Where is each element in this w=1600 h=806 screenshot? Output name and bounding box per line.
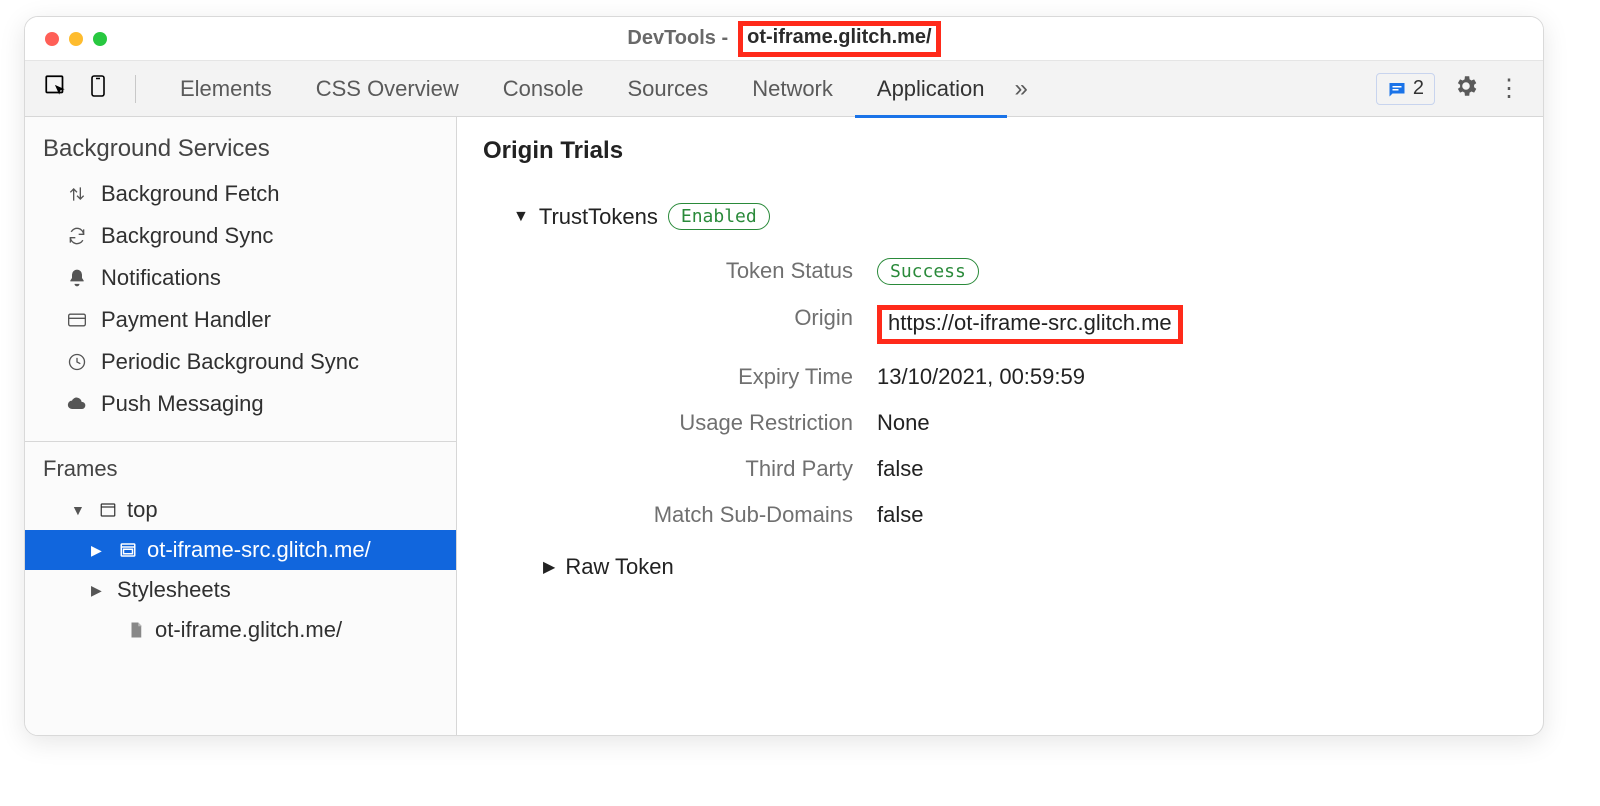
tab-label: CSS Overview [316,76,459,102]
tab-console[interactable]: Console [481,63,606,118]
expiry-value: 13/10/2021, 00:59:59 [877,364,1517,390]
tab-network[interactable]: Network [730,63,855,118]
trial-name: TrustTokens [539,204,658,230]
inspect-element-icon[interactable] [43,73,69,104]
frame-label: top [127,497,158,523]
origin-label: Origin [543,305,853,344]
third-party-value: false [877,456,1517,482]
raw-token-label: Raw Token [565,554,673,580]
tab-label: Console [503,76,584,102]
tab-label: Elements [180,76,272,102]
panel-heading: Origin Trials [483,137,1517,165]
sync-icon [65,226,89,246]
origin-value-highlight: https://ot-iframe-src.glitch.me [877,305,1183,344]
frame-stylesheet-item[interactable]: ot-iframe.glitch.me/ [25,610,456,650]
sidebar-section-frames: Frames [25,442,456,490]
toolbar-divider [135,75,136,103]
trial-details: Token Status Success Origin https://ot-i… [543,258,1517,528]
window-frame-icon [97,501,119,519]
tab-label: Network [752,76,833,102]
main-toolbar: Elements CSS Overview Console Sources Ne… [25,61,1543,117]
token-status-pill: Success [877,258,979,285]
main-panel: Background Services Background Fetch Bac… [25,117,1543,735]
sidebar-item-push-messaging[interactable]: Push Messaging [25,383,456,425]
titlebar: DevTools - ot-iframe.glitch.me/ [25,17,1543,61]
title-url-highlight: ot-iframe.glitch.me/ [738,21,940,57]
bell-icon [65,268,89,288]
usage-restriction-value: None [877,410,1517,436]
devtools-window: DevTools - ot-iframe.glitch.me/ Elements [24,16,1544,736]
sidebar-item-periodic-sync[interactable]: Periodic Background Sync [25,341,456,383]
frame-iframe-selected[interactable]: ▶ ot-iframe-src.glitch.me/ [25,530,456,570]
sidebar-item-payment-handler[interactable]: Payment Handler [25,299,456,341]
sidebar-item-background-fetch[interactable]: Background Fetch [25,173,456,215]
frame-stylesheets[interactable]: ▶ Stylesheets [25,570,456,610]
usage-restriction-label: Usage Restriction [543,410,853,436]
tab-css-overview[interactable]: CSS Overview [294,63,481,118]
trial-entry[interactable]: ▼ TrustTokens Enabled [513,203,1517,230]
tabs-overflow-button[interactable]: » [1007,75,1036,103]
sidebar-item-label: Background Fetch [101,181,280,207]
sidebar-item-background-sync[interactable]: Background Sync [25,215,456,257]
cloud-icon [65,394,89,414]
disclosure-triangle-icon: ▼ [513,208,529,226]
issues-badge[interactable]: 2 [1376,73,1435,105]
content-panel: Origin Trials ▼ TrustTokens Enabled Toke… [457,117,1543,735]
tab-application[interactable]: Application [855,63,1007,118]
tab-sources[interactable]: Sources [605,63,730,118]
frame-top[interactable]: ▼ top [25,490,456,530]
window-title: DevTools - ot-iframe.glitch.me/ [627,21,940,57]
iframe-icon [117,541,139,559]
frame-label: Stylesheets [117,577,231,603]
frame-label: ot-iframe-src.glitch.me/ [147,537,371,563]
raw-token-row[interactable]: ▶ Raw Token [543,554,1517,580]
sidebar-item-notifications[interactable]: Notifications [25,257,456,299]
disclosure-triangle-icon: ▼ [71,502,89,518]
match-subdomains-value: false [877,502,1517,528]
document-icon [125,620,147,640]
window-controls [45,32,107,46]
match-subdomains-label: Match Sub-Domains [543,502,853,528]
disclosure-triangle-icon: ▶ [543,557,555,577]
settings-icon[interactable] [1453,73,1479,104]
clock-icon [65,352,89,372]
sidebar-item-label: Push Messaging [101,391,264,417]
third-party-label: Third Party [543,456,853,482]
sidebar-item-label: Periodic Background Sync [101,349,359,375]
updown-arrows-icon [65,184,89,204]
trial-status-pill: Enabled [668,203,770,230]
tab-elements[interactable]: Elements [158,63,294,118]
device-toolbar-icon[interactable] [87,73,111,104]
frame-label: ot-iframe.glitch.me/ [155,617,342,643]
sidebar-item-label: Notifications [101,265,221,291]
tab-label: Application [877,76,985,102]
expiry-label: Expiry Time [543,364,853,390]
title-prefix: DevTools - [627,27,728,50]
disclosure-triangle-icon: ▶ [91,582,109,599]
sidebar-section-background-services: Background Services [25,117,456,173]
more-menu-icon[interactable]: ⋮ [1497,74,1523,103]
issues-count: 2 [1413,77,1424,100]
minimize-window-button[interactable] [69,32,83,46]
tab-label: Sources [627,76,708,102]
issues-icon [1387,80,1407,98]
zoom-window-button[interactable] [93,32,107,46]
token-status-label: Token Status [543,258,853,285]
sidebar-item-label: Payment Handler [101,307,271,333]
credit-card-icon [65,310,89,330]
disclosure-triangle-icon: ▶ [91,542,109,559]
sidebar-item-label: Background Sync [101,223,273,249]
application-sidebar: Background Services Background Fetch Bac… [25,117,457,735]
close-window-button[interactable] [45,32,59,46]
